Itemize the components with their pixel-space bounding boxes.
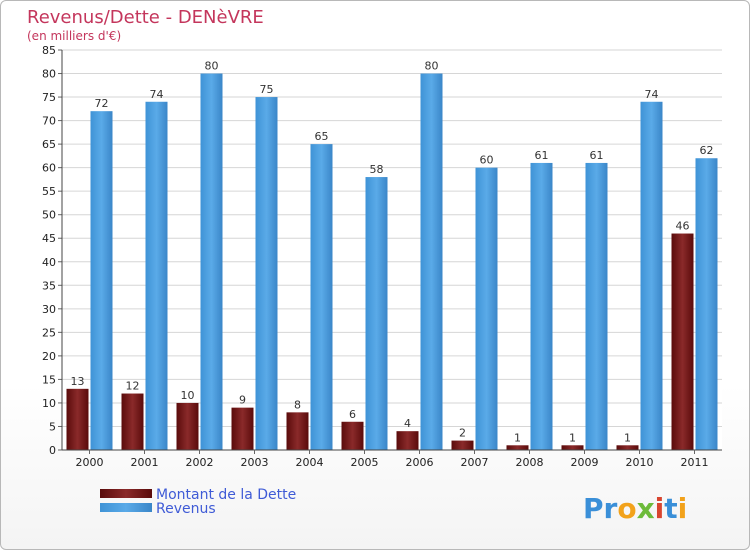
- bar-debt-2007: [451, 440, 474, 450]
- y-tick-label: 80: [42, 68, 56, 81]
- legend-label-debt: Montant de la Dette: [156, 487, 296, 503]
- legend: Montant de la Dette Revenus: [100, 487, 296, 517]
- x-tick-label: 2007: [461, 456, 489, 469]
- y-tick-label: 30: [42, 303, 56, 316]
- bar-debt-2003: [231, 407, 254, 450]
- y-tick-label: 85: [42, 44, 56, 57]
- x-tick-label: 2009: [571, 456, 599, 469]
- value-label: 74: [150, 88, 164, 101]
- y-tick-label: 60: [42, 162, 56, 175]
- y-tick-label: 65: [42, 138, 56, 151]
- bar-revenus-2002: [200, 73, 223, 450]
- x-tick-label: 2002: [186, 456, 214, 469]
- y-tick-label: 25: [42, 326, 56, 339]
- bar-revenus-2011: [695, 158, 718, 450]
- x-tick-label: 2011: [681, 456, 709, 469]
- legend-label-revenus: Revenus: [156, 501, 216, 517]
- value-label: 12: [126, 380, 140, 393]
- chart-title: Revenus/Dette - DENèVRE: [27, 7, 264, 28]
- y-tick-label: 40: [42, 256, 56, 269]
- value-label: 61: [535, 149, 549, 162]
- bars: 13 72 12 74 10 80 9 75 8 65 6 58 4 80 2 60 1 61 1 61 1 74 46 62: [66, 60, 718, 451]
- value-label: 62: [700, 144, 714, 157]
- bar-revenus-2008: [530, 162, 553, 451]
- value-label: 58: [370, 163, 384, 176]
- x-tick-label: 2010: [626, 456, 654, 469]
- proxiti-logo: Proxiti: [583, 492, 687, 525]
- value-label: 10: [181, 389, 195, 402]
- value-label: 46: [676, 220, 690, 233]
- plot-area: [62, 50, 722, 450]
- legend-swatch-revenus: [100, 503, 152, 512]
- bar-revenus-2003: [255, 97, 278, 450]
- bar-revenus-2007: [475, 167, 498, 450]
- value-label: 1: [514, 431, 521, 444]
- x-tick-label: 2008: [516, 456, 544, 469]
- grid-lines: [62, 49, 722, 451]
- bar-debt-2000: [66, 388, 89, 450]
- x-tick-label: 2003: [241, 456, 269, 469]
- bar-debt-2001: [121, 393, 144, 450]
- y-tick-label: 45: [42, 232, 56, 245]
- value-label: 80: [425, 60, 439, 73]
- value-label: 65: [315, 130, 329, 143]
- value-label: 6: [349, 408, 356, 421]
- value-label: 2: [459, 427, 466, 440]
- bar-debt-2002: [176, 402, 199, 450]
- y-tick-label: 35: [42, 279, 56, 292]
- x-tick-label: 2006: [406, 456, 434, 469]
- x-tick-label: 2004: [296, 456, 324, 469]
- value-label: 1: [569, 431, 576, 444]
- x-tick-label: 2000: [76, 456, 104, 469]
- bar-debt-2010: [616, 445, 639, 450]
- chart-subtitle: (en milliers d'€): [27, 29, 121, 43]
- y-tick-label: 15: [42, 373, 56, 386]
- y-tick-label: 5: [49, 420, 56, 433]
- y-tick-label: 75: [42, 91, 56, 104]
- value-label: 72: [95, 97, 109, 110]
- value-label: 9: [239, 394, 246, 407]
- bar-debt-2006: [396, 431, 419, 450]
- x-axis: 2000 2001 2002 2003 2004 2005 2006 2007 2008 2009…: [62, 449, 722, 469]
- value-label: 75: [260, 83, 274, 96]
- bar-revenus-2006: [420, 73, 443, 450]
- y-tick-label: 50: [42, 209, 56, 222]
- bar-revenus-2009: [585, 162, 608, 451]
- y-tick-label: 20: [42, 350, 56, 363]
- bar-revenus-2010: [640, 101, 663, 450]
- value-label: 8: [294, 398, 301, 411]
- legend-swatch-debt: [100, 489, 152, 498]
- bar-debt-2008: [506, 445, 529, 450]
- y-tick-label: 0: [49, 444, 56, 457]
- y-tick-label: 70: [42, 115, 56, 128]
- y-tick-label: 55: [42, 185, 56, 198]
- bar-revenus-2000: [90, 111, 113, 451]
- value-label: 74: [645, 88, 659, 101]
- x-tick-label: 2001: [131, 456, 159, 469]
- x-tick-label: 2005: [351, 456, 379, 469]
- bar-debt-2009: [561, 445, 584, 450]
- value-label: 13: [71, 375, 85, 388]
- bar-debt-2005: [341, 421, 364, 450]
- value-label: 60: [480, 154, 494, 167]
- bar-revenus-2005: [365, 177, 388, 450]
- bar-debt-2011: [671, 233, 694, 450]
- value-label: 1: [624, 431, 631, 444]
- bar-debt-2004: [286, 412, 309, 450]
- bar-revenus-2004: [310, 144, 333, 450]
- y-axis: 0 5 10 15 20 25 30 35 40 45 50 55 60 65 70 75 80 85: [42, 44, 63, 457]
- y-tick-label: 10: [42, 397, 56, 410]
- value-label: 61: [590, 149, 604, 162]
- bar-revenus-2001: [145, 101, 168, 450]
- value-label: 4: [404, 417, 411, 430]
- value-label: 80: [205, 60, 219, 73]
